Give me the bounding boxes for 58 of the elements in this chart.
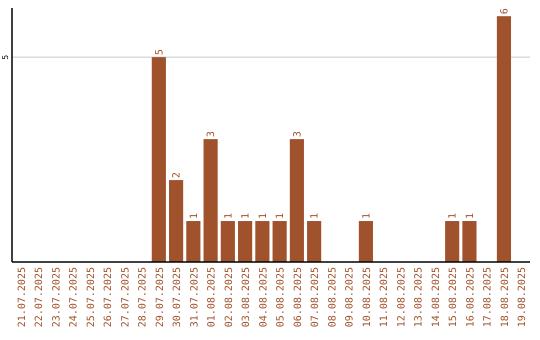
data-label: 1 xyxy=(464,213,476,220)
bar xyxy=(358,221,373,262)
x-tick-label: 26.07.2025 xyxy=(103,267,114,328)
bar xyxy=(152,57,166,262)
x-tick-label: 24.07.2025 xyxy=(68,267,80,328)
data-label: 3 xyxy=(206,131,218,138)
data-label: 1 xyxy=(361,213,372,220)
x-tick-label: 18.08.2025 xyxy=(500,267,511,328)
bar xyxy=(462,221,477,262)
bar xyxy=(169,180,184,262)
data-label: 1 xyxy=(275,213,286,220)
bar xyxy=(290,139,304,262)
data-label: 1 xyxy=(223,213,234,220)
x-tick-label: 08.08.2025 xyxy=(327,267,338,328)
x-tick-label: 17.08.2025 xyxy=(482,267,494,328)
bar xyxy=(204,139,218,262)
x-tick-label: 09.08.2025 xyxy=(344,267,356,328)
x-tick-label: 06.08.2025 xyxy=(292,267,304,328)
bar xyxy=(272,221,287,262)
x-tick-label: 13.08.2025 xyxy=(414,267,425,328)
x-tick-label: 03.08.2025 xyxy=(241,267,252,328)
data-label: 1 xyxy=(240,213,252,220)
x-tick-label: 21.07.2025 xyxy=(16,267,28,328)
data-label: 1 xyxy=(448,213,459,220)
bar xyxy=(186,221,200,262)
x-tick-label: 04.08.2025 xyxy=(258,267,270,328)
x-tick-label: 15.08.2025 xyxy=(448,267,460,328)
bar xyxy=(445,221,460,262)
bar xyxy=(220,221,235,262)
bar xyxy=(255,221,270,262)
x-tick-label: 01.08.2025 xyxy=(206,267,218,328)
x-tick-label: 10.08.2025 xyxy=(362,267,373,328)
x-tick-label: 30.07.2025 xyxy=(172,267,184,328)
data-label: 2 xyxy=(172,172,183,178)
x-tick-label: 11.08.2025 xyxy=(379,267,390,328)
bar xyxy=(238,221,252,262)
data-label: 1 xyxy=(188,213,200,220)
x-tick-label: 28.07.2025 xyxy=(138,267,149,328)
x-tick-label: 16.08.2025 xyxy=(465,267,476,328)
x-tick-label: 25.07.2025 xyxy=(86,267,97,328)
data-label: 1 xyxy=(310,213,321,220)
bar xyxy=(307,221,322,262)
x-tick-label: 27.07.2025 xyxy=(120,267,132,328)
x-tick-label: 02.08.2025 xyxy=(224,267,235,328)
x-tick-label: 14.08.2025 xyxy=(430,267,442,328)
x-tick-label: 23.07.2025 xyxy=(51,267,62,328)
data-label: 1 xyxy=(258,213,269,220)
x-tick-label: 12.08.2025 xyxy=(396,267,408,328)
data-label: 6 xyxy=(499,8,510,14)
x-tick-label: 22.07.2025 xyxy=(34,267,46,328)
x-tick-label: 05.08.2025 xyxy=(276,267,287,328)
data-label: 5 xyxy=(154,49,166,56)
x-tick-label: 07.08.2025 xyxy=(310,267,322,328)
x-tick-label: 31.07.2025 xyxy=(189,267,200,328)
data-label: 3 xyxy=(292,131,304,138)
bar xyxy=(496,16,512,262)
x-tick-label: 29.07.2025 xyxy=(154,267,166,328)
x-tick-label: 19.08.2025 xyxy=(517,267,528,328)
